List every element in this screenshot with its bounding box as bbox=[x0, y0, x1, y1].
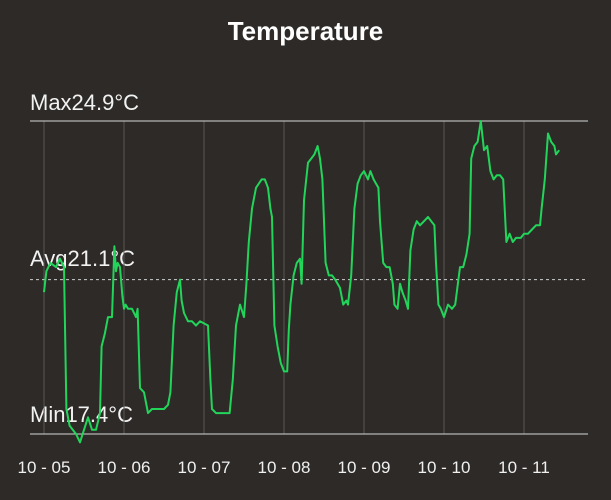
series-layer bbox=[43, 120, 560, 444]
reference-lines bbox=[30, 120, 588, 435]
x-tick-label: 10 - 05 bbox=[18, 458, 71, 477]
grid bbox=[43, 121, 525, 434]
x-tick-label: 10 - 10 bbox=[418, 458, 471, 477]
x-tick-label: 10 - 08 bbox=[258, 458, 311, 477]
x-tick-label: 10 - 09 bbox=[338, 458, 391, 477]
temperature-series-line bbox=[43, 120, 560, 444]
x-tick-label: 10 - 07 bbox=[178, 458, 231, 477]
max-label: Max24.9°C bbox=[30, 90, 140, 115]
min-label: Min17.4°C bbox=[30, 402, 133, 427]
x-tick-label: 10 - 06 bbox=[98, 458, 151, 477]
chart-title: Temperature bbox=[227, 16, 384, 46]
x-axis-ticks: 10 - 05 10 - 06 10 - 07 10 - 08 10 - 09 10 - … bbox=[18, 458, 550, 477]
x-tick-label: 10 - 11 bbox=[498, 458, 550, 477]
